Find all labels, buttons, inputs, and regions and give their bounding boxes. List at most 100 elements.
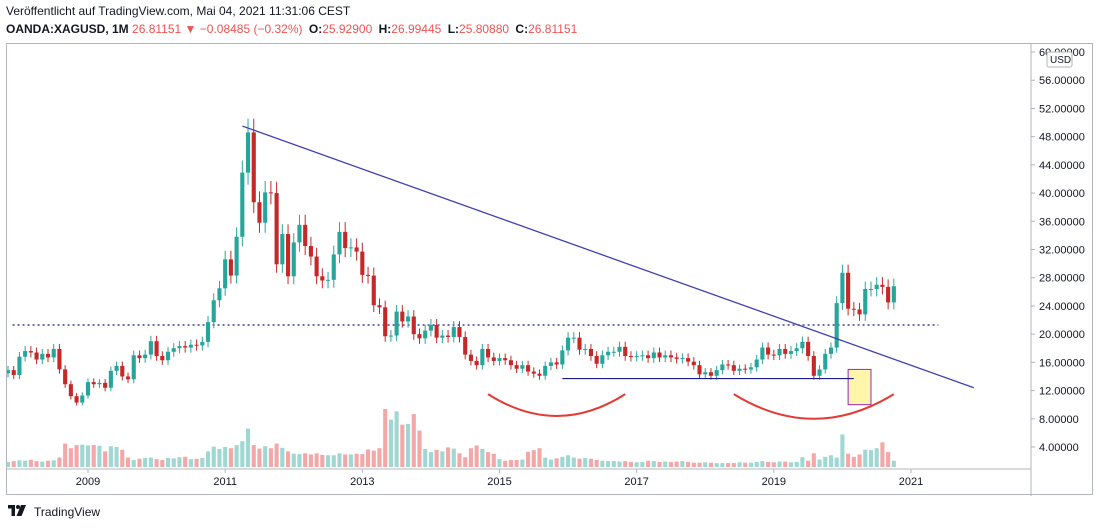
candle-body[interactable]	[766, 347, 771, 355]
candle-body[interactable]	[628, 356, 634, 358]
candle-body[interactable]	[788, 351, 794, 354]
candle-body[interactable]	[34, 352, 39, 360]
candle-body[interactable]	[143, 354, 148, 359]
candle-body[interactable]	[245, 132, 251, 173]
candle-body[interactable]	[668, 355, 674, 358]
candle-body[interactable]	[651, 352, 656, 359]
candle-body[interactable]	[697, 365, 702, 375]
candle-body[interactable]	[497, 358, 502, 361]
candle-body[interactable]	[851, 308, 856, 310]
candle-body[interactable]	[137, 355, 142, 359]
candle-body[interactable]	[611, 351, 616, 353]
candle-body[interactable]	[211, 300, 216, 323]
candle-body[interactable]	[177, 346, 182, 349]
candle-body[interactable]	[228, 259, 233, 276]
candle-body[interactable]	[657, 352, 662, 358]
candle-body[interactable]	[108, 370, 113, 388]
candle-body[interactable]	[531, 371, 536, 374]
candle-body[interactable]	[85, 382, 91, 396]
candle-body[interactable]	[291, 242, 296, 277]
candle-body[interactable]	[537, 373, 542, 376]
candle-body[interactable]	[343, 231, 348, 249]
candle-body[interactable]	[23, 351, 28, 357]
candle-body[interactable]	[468, 354, 473, 361]
candle-body[interactable]	[268, 192, 273, 194]
price-chart[interactable]: 4.00000 8.00000 12.00000 16.00000 20.00000 24…	[7, 44, 1094, 496]
candle-body[interactable]	[428, 324, 433, 331]
candle-body[interactable]	[383, 307, 388, 337]
candle-body[interactable]	[97, 382, 102, 385]
candle-body[interactable]	[354, 247, 359, 252]
candle-body[interactable]	[548, 362, 553, 366]
candle-body[interactable]	[823, 353, 828, 370]
candle-body[interactable]	[577, 337, 582, 350]
chart-frame[interactable]: 4.00000 8.00000 12.00000 16.00000 20.00000 24…	[6, 43, 1094, 496]
candle-body[interactable]	[171, 348, 176, 352]
candle-body[interactable]	[891, 286, 896, 303]
candle-body[interactable]	[680, 358, 685, 360]
candle-body[interactable]	[411, 316, 416, 335]
candle-body[interactable]	[63, 369, 68, 385]
candle-body[interactable]	[103, 382, 108, 388]
candle-body[interactable]	[663, 355, 668, 358]
candle-body[interactable]	[205, 322, 211, 342]
candle-body[interactable]	[588, 348, 593, 357]
candle-body[interactable]	[720, 364, 725, 371]
candle-body[interactable]	[514, 365, 519, 369]
candle-body[interactable]	[886, 286, 891, 303]
candle-body[interactable]	[263, 192, 268, 223]
candle-body[interactable]	[777, 348, 782, 356]
candle-body[interactable]	[554, 362, 559, 365]
candle-body[interactable]	[451, 327, 456, 337]
candle-body[interactable]	[691, 361, 696, 366]
candle-body[interactable]	[400, 311, 405, 322]
candle-body[interactable]	[708, 372, 714, 376]
candle-body[interactable]	[405, 316, 411, 322]
candle-body[interactable]	[200, 341, 205, 346]
candle-body[interactable]	[840, 272, 845, 304]
candle-body[interactable]	[726, 364, 731, 366]
candle-body[interactable]	[646, 355, 651, 359]
candle-body[interactable]	[754, 359, 759, 368]
candle-body[interactable]	[731, 365, 736, 371]
candle-body[interactable]	[68, 384, 73, 397]
candle-body[interactable]	[337, 231, 342, 255]
candle-body[interactable]	[297, 224, 302, 243]
candle-body[interactable]	[491, 357, 496, 361]
candle-body[interactable]	[40, 353, 45, 360]
cup-arc[interactable]	[487, 393, 626, 417]
candle-body[interactable]	[606, 351, 611, 356]
currency-badge[interactable]	[1046, 51, 1073, 68]
candle-body[interactable]	[7, 370, 11, 374]
candle-body[interactable]	[217, 288, 222, 301]
candle-body[interactable]	[257, 202, 262, 223]
candle-body[interactable]	[543, 365, 548, 376]
candle-body[interactable]	[880, 284, 885, 287]
candle-body[interactable]	[760, 347, 765, 360]
candle-body[interactable]	[251, 132, 256, 203]
candle-body[interactable]	[748, 367, 754, 370]
candle-body[interactable]	[640, 355, 645, 357]
candle-body[interactable]	[817, 369, 822, 376]
highlight-box[interactable]	[847, 368, 872, 406]
candle-body[interactable]	[325, 279, 331, 281]
candle-body[interactable]	[234, 236, 239, 276]
candle-body[interactable]	[17, 356, 22, 376]
candle-body[interactable]	[320, 276, 325, 281]
tradingview-logo-icon[interactable]	[6, 505, 28, 519]
candle-body[interactable]	[674, 357, 679, 359]
candle-body[interactable]	[520, 365, 525, 369]
candle-body[interactable]	[365, 274, 371, 276]
candle-body[interactable]	[223, 259, 228, 289]
candle-body[interactable]	[45, 353, 51, 358]
candle-body[interactable]	[783, 348, 788, 354]
candle-body[interactable]	[331, 254, 336, 280]
candle-body[interactable]	[285, 233, 291, 277]
candle-body[interactable]	[806, 341, 811, 357]
candle-body[interactable]	[240, 172, 245, 237]
candle-body[interactable]	[120, 365, 125, 377]
candle-body[interactable]	[360, 251, 365, 275]
candle-body[interactable]	[857, 309, 862, 315]
candle-body[interactable]	[154, 341, 159, 357]
candle-body[interactable]	[771, 354, 776, 356]
